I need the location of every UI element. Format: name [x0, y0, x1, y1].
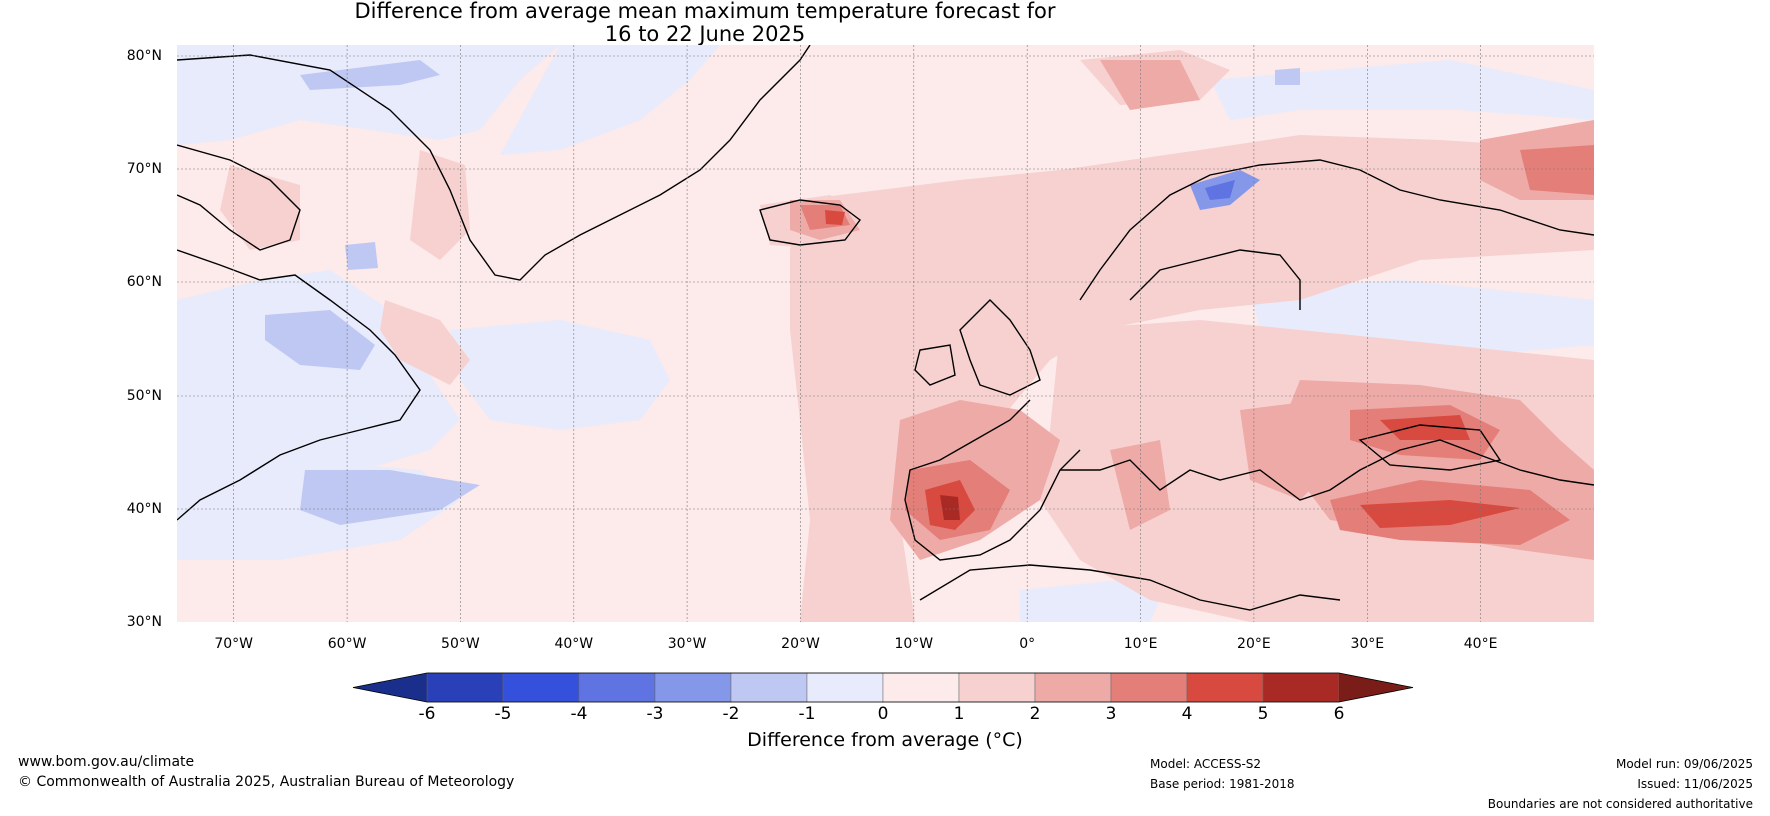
colorbar-tick-label: 2 — [1029, 704, 1041, 724]
lon-label-40w: 40°W — [554, 636, 594, 652]
colorbar-segment — [502, 672, 580, 703]
lat-label-60n: 60°N — [126, 274, 162, 290]
lon-label-0: 0° — [1019, 636, 1036, 652]
colorbar-tick-label: 4 — [1181, 704, 1193, 724]
colorbar-tick-label: -2 — [722, 704, 740, 724]
lat-label-70n: 70°N — [126, 161, 162, 177]
colorbar-segment — [578, 672, 656, 703]
colorbar-segment — [806, 672, 884, 703]
copyright-text: © Commonwealth of Australia 2025, Austra… — [18, 774, 515, 790]
colorbar-extend-low — [353, 673, 427, 702]
map-title: Difference from average mean maximum tem… — [0, 0, 1410, 46]
colorbar-tick-label: -5 — [494, 704, 512, 724]
lon-label-10w: 10°W — [894, 636, 934, 652]
website-text: www.bom.gov.au/climate — [18, 754, 195, 770]
colorbar-segment — [654, 672, 732, 703]
lon-label-20e: 20°E — [1237, 636, 1271, 652]
model-text: Model: ACCESS-S2 — [1150, 757, 1262, 771]
colorbar-tick-label: 1 — [953, 704, 965, 724]
colorbar-tick-label: -4 — [570, 704, 588, 724]
colorbar-outline — [352, 672, 1414, 703]
lon-label-70w: 70°W — [214, 636, 254, 652]
colorbar-segment — [1186, 672, 1264, 703]
temperature-anomaly-map — [177, 45, 1594, 622]
lon-label-40e: 40°E — [1463, 636, 1498, 652]
lon-label-30e: 30°E — [1350, 636, 1385, 652]
colorbar-segment — [730, 672, 808, 703]
title-line-1: Difference from average mean maximum tem… — [354, 0, 1056, 23]
colorbar-tick-label: -6 — [418, 704, 436, 724]
lon-label-60w: 60°W — [327, 636, 367, 652]
colorbar-label: Difference from average (°C) — [747, 729, 1023, 751]
colorbar-segments — [352, 672, 1414, 703]
lat-label-30n: 30°N — [126, 614, 162, 630]
coastlines — [177, 45, 1594, 611]
disclaimer-text: Boundaries are not considered authoritat… — [1487, 797, 1753, 811]
title-line-2: 16 to 22 June 2025 — [604, 22, 806, 46]
colorbar-segment — [882, 672, 960, 703]
colorbar-extend-high — [1339, 673, 1413, 702]
colorbar — [352, 672, 1414, 703]
colorbar-segment — [1034, 672, 1112, 703]
colorbar-tick-label: 5 — [1257, 704, 1269, 724]
colorbar-segment — [958, 672, 1036, 703]
colorbar-segment — [1110, 672, 1188, 703]
base-period-text: Base period: 1981-2018 — [1150, 777, 1295, 791]
lat-label-80n: 80°N — [126, 48, 162, 64]
colorbar-tick-label: -1 — [798, 704, 816, 724]
colorbar-tick-label: 3 — [1105, 704, 1117, 724]
colorbar-tick-label: -3 — [646, 704, 664, 724]
lat-label-50n: 50°N — [126, 388, 162, 404]
lon-label-50w: 50°W — [441, 636, 480, 652]
colorbar-segment — [426, 672, 504, 703]
colorbar-tick-label: 6 — [1333, 704, 1345, 724]
model-run-text: Model run: 09/06/2025 — [1615, 757, 1753, 771]
anomaly-field — [177, 45, 1594, 622]
colorbar-segment — [1262, 672, 1340, 703]
graticule — [177, 45, 1594, 622]
lon-label-30w: 30°W — [667, 636, 707, 652]
issued-text: Issued: 11/06/2025 — [1637, 777, 1753, 791]
lat-label-40n: 40°N — [126, 501, 162, 517]
lon-label-10e: 10°E — [1123, 636, 1158, 652]
lon-label-20w: 20°W — [781, 636, 820, 652]
colorbar-tick-label: 0 — [877, 704, 889, 724]
